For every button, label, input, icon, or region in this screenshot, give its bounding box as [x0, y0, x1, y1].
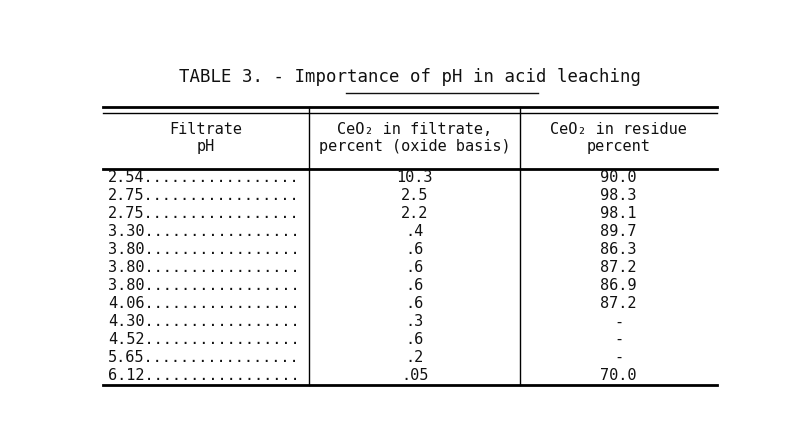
Text: 4.06.................: 4.06................. — [108, 297, 300, 311]
Text: 5.65.................: 5.65................. — [108, 350, 300, 365]
Text: TABLE 3. - Importance of pH in acid leaching: TABLE 3. - Importance of pH in acid leac… — [179, 68, 641, 86]
Text: 2.2: 2.2 — [401, 206, 428, 221]
Text: CeO₂ in residue
percent: CeO₂ in residue percent — [550, 121, 687, 154]
Text: .6: .6 — [406, 332, 424, 347]
Text: 2.54.................: 2.54................. — [108, 170, 300, 185]
Text: 89.7: 89.7 — [601, 224, 637, 240]
Text: 3.30.................: 3.30................. — [108, 224, 300, 240]
Text: .3: .3 — [406, 314, 424, 329]
Text: 4.30.................: 4.30................. — [108, 314, 300, 329]
Text: .6: .6 — [406, 278, 424, 293]
Text: .6: .6 — [406, 242, 424, 258]
Text: 87.2: 87.2 — [601, 260, 637, 276]
Text: 98.3: 98.3 — [601, 188, 637, 203]
Text: 4.52.................: 4.52................. — [108, 332, 300, 347]
Text: .6: .6 — [406, 260, 424, 276]
Text: -: - — [614, 314, 623, 329]
Text: .2: .2 — [406, 350, 424, 365]
Text: Filtrate
pH: Filtrate pH — [170, 121, 242, 154]
Text: -: - — [614, 332, 623, 347]
Text: -: - — [614, 350, 623, 365]
Text: 6.12.................: 6.12................. — [108, 368, 300, 383]
Text: 90.0: 90.0 — [601, 170, 637, 185]
Text: .05: .05 — [401, 368, 428, 383]
Text: 87.2: 87.2 — [601, 297, 637, 311]
Text: 10.3: 10.3 — [396, 170, 433, 185]
Text: 70.0: 70.0 — [601, 368, 637, 383]
Text: 3.80.................: 3.80................. — [108, 242, 300, 258]
Text: 86.9: 86.9 — [601, 278, 637, 293]
Text: 2.75.................: 2.75................. — [108, 188, 300, 203]
Text: .4: .4 — [406, 224, 424, 240]
Text: 98.1: 98.1 — [601, 206, 637, 221]
Text: .6: .6 — [406, 297, 424, 311]
Text: 86.3: 86.3 — [601, 242, 637, 258]
Text: CeO₂ in filtrate,
percent (oxide basis): CeO₂ in filtrate, percent (oxide basis) — [318, 121, 510, 154]
Text: 3.80.................: 3.80................. — [108, 260, 300, 276]
Text: 2.5: 2.5 — [401, 188, 428, 203]
Text: 2.75.................: 2.75................. — [108, 206, 300, 221]
Text: 3.80.................: 3.80................. — [108, 278, 300, 293]
